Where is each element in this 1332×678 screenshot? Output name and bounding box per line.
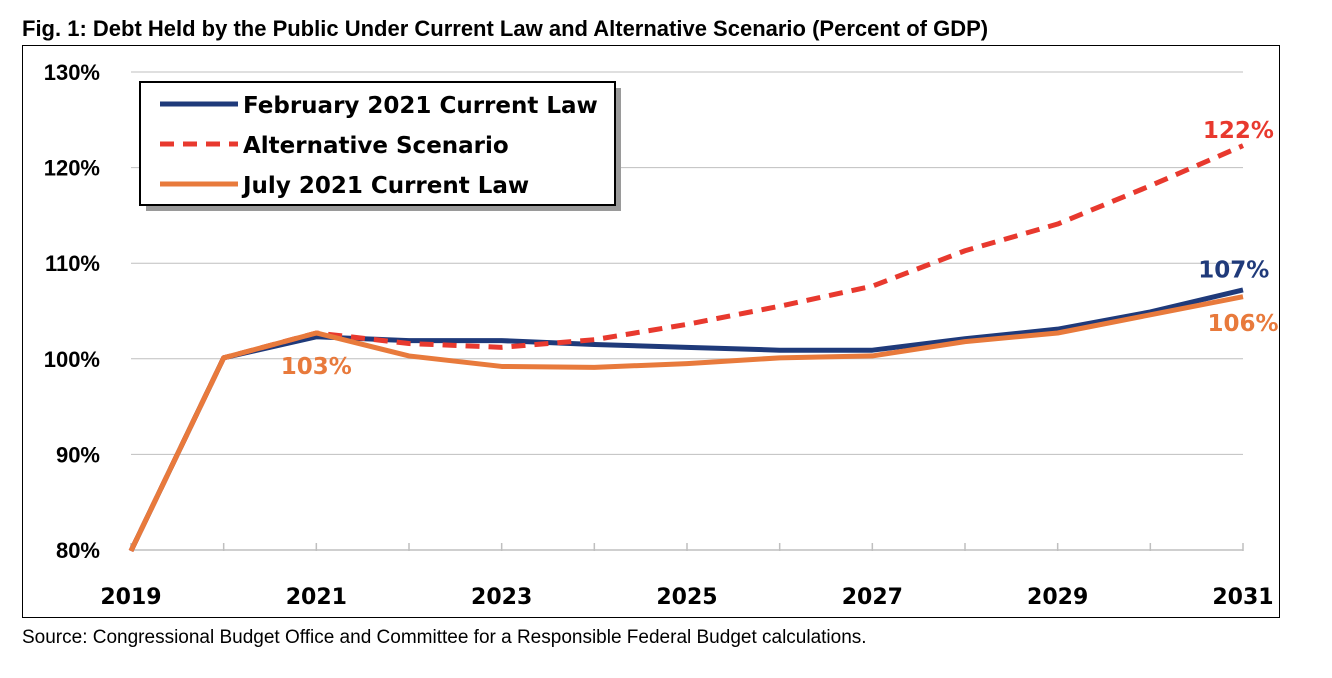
- y-tick-label: 80%: [56, 538, 100, 563]
- y-tick-label: 90%: [56, 442, 100, 467]
- data-label: 122%: [1203, 118, 1274, 144]
- series-line-1: [128, 287, 1244, 553]
- source-note: Source: Congressional Budget Office and …: [22, 627, 867, 648]
- data-label: 103%: [281, 354, 352, 380]
- data-label: 107%: [1198, 258, 1269, 284]
- y-tick-label: 110%: [45, 251, 100, 276]
- x-tick-label: 2021: [286, 585, 347, 610]
- chart-frame: [22, 45, 1280, 618]
- legend-label-2: Alternative Scenario: [243, 133, 509, 159]
- x-tick-label: 2029: [1027, 585, 1088, 610]
- legend-label-1: February 2021 Current Law: [243, 93, 598, 119]
- x-tick-label: 2027: [842, 585, 903, 610]
- data-label: 106%: [1207, 311, 1278, 337]
- x-tick-label: 2019: [100, 585, 161, 610]
- chart-title: Fig. 1: Debt Held by the Public Under Cu…: [22, 16, 989, 41]
- y-tick-label: 100%: [44, 347, 100, 372]
- y-tick-label: 130%: [44, 60, 100, 85]
- y-tick-label: 120%: [44, 156, 100, 181]
- x-tick-label: 2031: [1212, 585, 1273, 610]
- series-line-3: [128, 294, 1244, 553]
- legend-label-3: July 2021 Current Law: [241, 173, 529, 199]
- x-tick-label: 2023: [471, 585, 532, 610]
- x-tick-label: 2025: [656, 585, 717, 610]
